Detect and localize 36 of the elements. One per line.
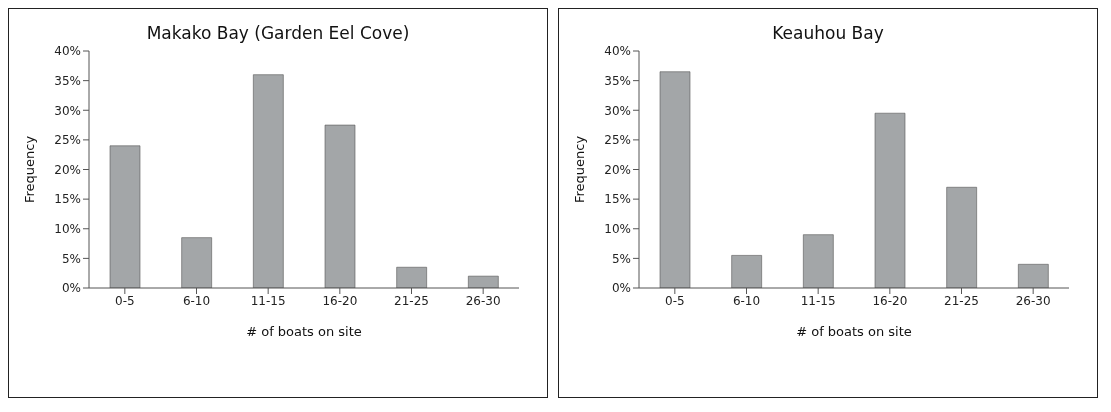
y-axis-title: Frequency [21, 135, 37, 204]
x-tick-label: 6-10 [182, 293, 211, 308]
y-tick-label: 0% [611, 281, 631, 296]
y-tick-label: 25% [604, 133, 631, 148]
x-tick-label: 0-5 [115, 293, 135, 308]
y-tick-label: 10% [604, 222, 631, 237]
x-tick-label: 16-20 [322, 293, 358, 308]
x-tick-label: 11-15 [800, 293, 836, 308]
y-tick-label: 10% [54, 222, 81, 237]
y-tick-label: 40% [604, 44, 631, 59]
x-tick-label: 6-10 [732, 293, 761, 308]
y-tick-label: 40% [54, 44, 81, 59]
y-tick-label: 30% [54, 103, 81, 118]
chart-title: Makako Bay (Garden Eel Cove) [145, 23, 411, 43]
y-tick-label: 30% [604, 103, 631, 118]
x-tick-label: 26-30 [1015, 293, 1051, 308]
x-axis-title: # of boats on site [796, 324, 912, 339]
x-tick-label: 11-15 [250, 293, 286, 308]
y-tick-label: 20% [54, 162, 81, 177]
chart-title: Keauhou Bay [771, 23, 885, 43]
y-tick-label: 25% [54, 133, 81, 148]
x-tick-label: 21-25 [394, 293, 429, 308]
y-tick-label: 0% [61, 281, 81, 296]
y-axis-title: Frequency [571, 135, 587, 204]
x-tick-label: 21-25 [944, 293, 979, 308]
y-tick-label: 5% [61, 251, 81, 266]
x-tick-label: 0-5 [665, 293, 685, 308]
y-tick-label: 35% [54, 73, 81, 88]
x-tick-label: 16-20 [872, 293, 908, 308]
y-tick-label: 15% [54, 192, 81, 207]
x-axis-title: # of boats on site [246, 324, 362, 339]
y-tick-label: 5% [611, 251, 631, 266]
y-tick-label: 15% [604, 192, 631, 207]
x-tick-label: 26-30 [465, 293, 501, 308]
y-tick-label: 20% [604, 162, 631, 177]
y-tick-label: 35% [604, 73, 631, 88]
